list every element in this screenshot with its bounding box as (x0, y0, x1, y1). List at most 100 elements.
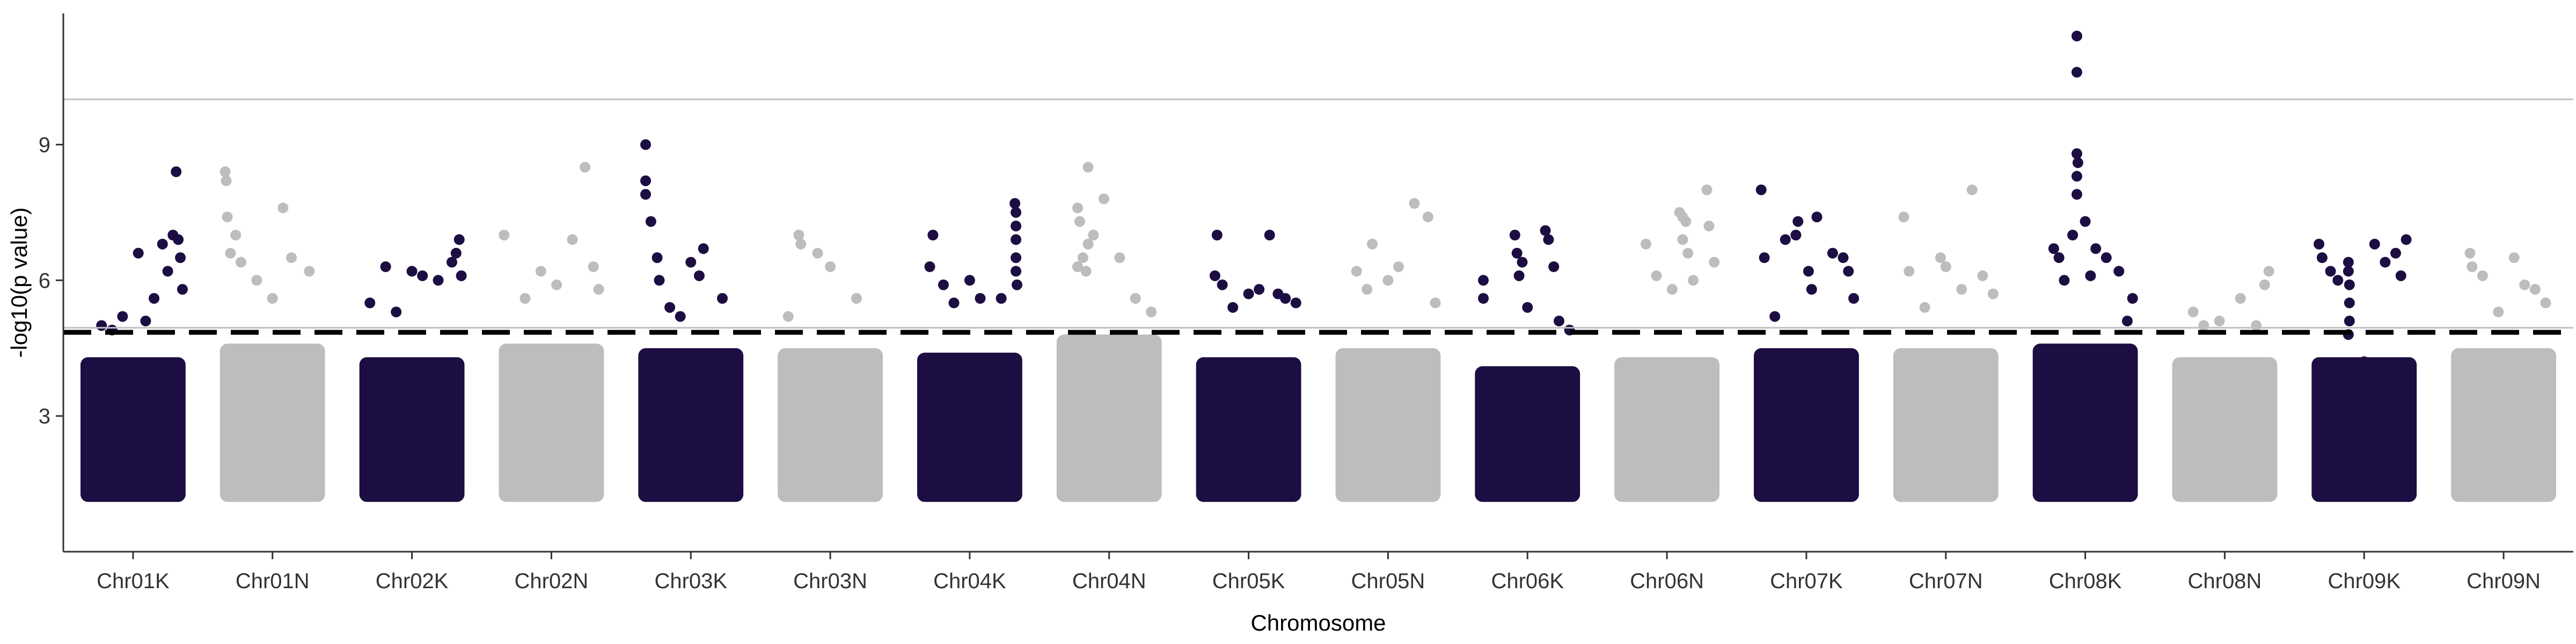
point-chr02n-1 (535, 266, 546, 277)
point-chr04n-3 (1088, 230, 1099, 240)
point-chr01n-5 (236, 257, 246, 268)
point-chr08k-3 (2072, 157, 2083, 169)
point-chr03n-3 (825, 261, 836, 272)
point-chr03k-2 (640, 189, 652, 200)
point-chr02k-5 (450, 247, 462, 259)
point-chr09k-7 (2344, 297, 2355, 309)
point-chr06n-7 (1688, 275, 1699, 286)
point-chr07n-7 (1919, 302, 1930, 313)
dense-band-chr06n (1614, 357, 1719, 502)
point-chr08n-3 (2235, 293, 2246, 304)
point-chr07k-11 (1848, 293, 1860, 304)
point-chr02k-4 (447, 257, 457, 268)
point-chr01k-7 (173, 234, 184, 245)
point-chr01k-12 (96, 320, 107, 331)
point-chr08k-7 (2067, 230, 2079, 240)
point-chr05k-2 (1217, 279, 1228, 290)
point-chr06n-11 (1666, 284, 1678, 295)
point-chr07n-1 (1904, 266, 1915, 277)
point-chr06k-6 (1540, 225, 1551, 236)
point-chr07k-1 (1759, 252, 1770, 264)
point-chr06n-1 (1651, 270, 1662, 281)
point-chr08n-1 (2198, 320, 2209, 331)
dense-band-chr05k (1196, 357, 1301, 502)
point-chr02n-2 (567, 234, 578, 245)
point-chr06k-5 (1513, 270, 1525, 281)
point-chr08k-13 (2127, 293, 2138, 304)
point-chr07n-0 (1898, 211, 1909, 223)
axes (62, 13, 2573, 553)
point-chr04n-6 (1098, 193, 1109, 204)
x-tick-label-chr06k: Chr06K (1491, 569, 1564, 593)
point-chr06k-1 (1478, 293, 1489, 304)
point-chr08k-2 (2071, 148, 2082, 159)
point-chr07k-10 (1843, 266, 1854, 277)
point-chr04n-7 (1072, 261, 1083, 272)
point-chr09n-7 (2493, 306, 2504, 318)
point-chr08n-2 (2214, 316, 2225, 327)
dense-band-chr07k (1754, 348, 1859, 502)
dense-band-chr02k (359, 357, 465, 502)
point-chr05k-7 (1280, 293, 1291, 304)
point-chr04k-0 (927, 230, 939, 240)
point-chr09k-13 (2395, 270, 2406, 281)
point-chr03k-0 (640, 139, 652, 150)
point-chr01k-9 (177, 284, 188, 295)
x-tick-label-chr09k: Chr09K (2328, 569, 2401, 593)
x-tick-label-chr09n: Chr09N (2467, 569, 2541, 593)
point-chr06k-11 (1522, 302, 1533, 313)
point-chr03k-7 (698, 243, 709, 254)
x-tick-label-chr04n: Chr04N (1072, 569, 1146, 593)
point-chr03k-5 (654, 275, 665, 286)
point-chr08k-10 (2090, 243, 2102, 254)
dense-band-chr02n (499, 343, 604, 502)
point-chr04k-13 (948, 297, 960, 309)
point-chr07n-8 (1956, 284, 1967, 295)
point-chr08k-0 (2071, 31, 2082, 42)
point-chr03k-9 (717, 293, 728, 304)
point-chr03k-6 (685, 257, 697, 268)
point-chr02k-7 (456, 270, 467, 281)
x-tick-label-chr01n: Chr01N (236, 569, 310, 593)
point-chr02n-7 (551, 279, 562, 290)
point-chr06k-0 (1478, 275, 1489, 286)
point-chr09k-11 (2380, 257, 2391, 268)
y-tick-label-3: 3 (39, 405, 50, 428)
point-chr01k-8 (175, 252, 186, 264)
point-chr08k-14 (2121, 316, 2133, 327)
point-chr01k-2 (149, 293, 160, 304)
point-chr04n-2 (1082, 162, 1094, 173)
point-chr04n-11 (1146, 306, 1157, 318)
point-chr03k-10 (664, 302, 676, 313)
dense-band-chr04n (1056, 334, 1162, 502)
point-chr04k-8 (1011, 234, 1022, 245)
point-chr02k-9 (364, 297, 376, 309)
point-chr06n-8 (1701, 184, 1713, 195)
point-chr03n-1 (795, 238, 807, 250)
point-chr08k-11 (2101, 252, 2112, 264)
point-chr05k-1 (1209, 270, 1220, 281)
point-chr05k-8 (1290, 297, 1301, 309)
y-tick-label-6: 6 (39, 269, 50, 292)
point-chr07k-0 (1755, 184, 1767, 195)
point-chr09k-1 (2316, 252, 2328, 264)
point-chr04n-4 (1082, 238, 1094, 250)
point-chr09n-1 (2467, 261, 2478, 272)
point-chr08k-15 (2059, 275, 2070, 286)
point-chr04k-9 (1011, 252, 1022, 264)
dense-band-chr08n (2172, 357, 2278, 502)
x-tick-label-chr04k: Chr04K (933, 569, 1006, 593)
point-chr03n-4 (851, 293, 862, 304)
x-tick-label-chr08n: Chr08N (2187, 569, 2262, 593)
point-chr04k-4 (975, 293, 986, 304)
point-chr06k-3 (1511, 247, 1523, 259)
point-chr09n-0 (2464, 247, 2476, 259)
point-chr03k-4 (652, 252, 663, 264)
dense-band-chr04k (917, 353, 1022, 502)
point-chr02k-2 (417, 270, 428, 281)
point-chr06k-4 (1517, 257, 1528, 268)
point-chr04n-8 (1080, 266, 1092, 277)
y-axis-title: -log10(p value) (6, 207, 32, 357)
point-chr02n-4 (588, 261, 599, 272)
